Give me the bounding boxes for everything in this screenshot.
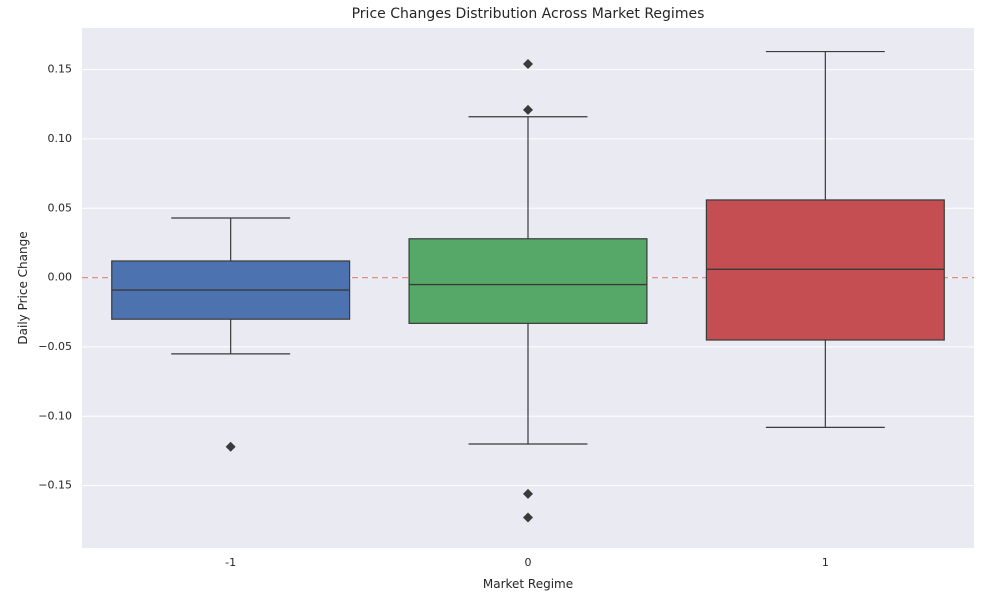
ytick-label: 0.10: [48, 132, 73, 145]
ytick-label: 0.15: [48, 63, 73, 76]
xtick-label: -1: [225, 556, 236, 569]
ytick-label: 0.05: [48, 201, 73, 214]
ytick-label: −0.05: [38, 340, 72, 353]
ytick-label: −0.15: [38, 479, 72, 492]
y-axis-label: Daily Price Change: [16, 231, 30, 344]
ytick-label: −0.10: [38, 409, 72, 422]
ytick-label: 0.00: [48, 271, 73, 284]
x-axis-label: Market Regime: [483, 577, 573, 591]
xtick-label: 0: [525, 556, 532, 569]
chart-title: Price Changes Distribution Across Market…: [352, 6, 705, 22]
box: [409, 239, 647, 324]
xtick-label: 1: [822, 556, 829, 569]
boxplot-chart: −0.15 −0.10 −0.05 0.00 0.05 0.10 0.15 -1 0 1 Price…: [0, 0, 1000, 600]
